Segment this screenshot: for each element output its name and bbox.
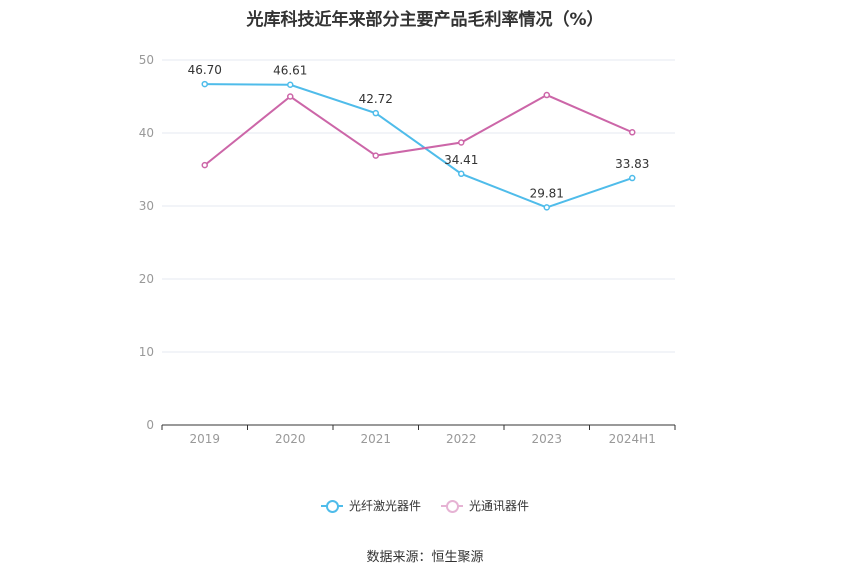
- gridlines: [162, 59, 675, 353]
- data-point: [458, 170, 465, 178]
- series-line: [204, 93, 633, 166]
- series-lines: [201, 80, 636, 211]
- x-tick-label: 2024H1: [609, 432, 656, 446]
- data-point: [201, 80, 208, 88]
- x-tick-label: 2019: [189, 432, 220, 446]
- legend-swatch-icon: [441, 499, 463, 513]
- legend: 光纤激光器件 光通讯器件: [0, 497, 850, 514]
- data-label: 46.70: [188, 63, 222, 77]
- legend-item-optical-comm[interactable]: 光通讯器件: [441, 497, 529, 514]
- y-tick-label: 20: [139, 272, 154, 286]
- legend-label: 光纤激光器件: [348, 499, 421, 513]
- data-point: [458, 139, 465, 146]
- series-line: [204, 83, 633, 209]
- data-point: [629, 174, 636, 182]
- data-point: [372, 109, 379, 117]
- data-label: 42.72: [359, 92, 393, 106]
- chart-title: 光库科技近年来部分主要产品毛利率情况（%）: [246, 10, 604, 30]
- legend-item-fiber-laser[interactable]: 光纤激光器件: [320, 497, 421, 514]
- legend-swatch-icon: [320, 499, 343, 513]
- y-tick-label: 50: [139, 53, 154, 67]
- axes: 0 10 20 30 40 50 2019 2020 2021 2022 2023 2024H1: [139, 53, 676, 446]
- data-point: [543, 204, 550, 211]
- data-point: [201, 161, 208, 169]
- x-tick-label: 2020: [275, 432, 306, 446]
- x-tick-label: 2023: [531, 432, 562, 446]
- x-tick-label: 2021: [360, 432, 391, 446]
- data-source-note: 数据来源：恒生聚源: [366, 550, 484, 565]
- x-tick-label: 2022: [446, 432, 477, 446]
- legend-label: 光通讯器件: [469, 499, 530, 513]
- data-point: [372, 152, 379, 159]
- data-label: 34.41: [444, 153, 478, 167]
- data-label: 29.81: [530, 186, 564, 200]
- data-point: [629, 129, 636, 136]
- data-label: 33.83: [615, 157, 649, 171]
- data-label: 46.61: [273, 64, 307, 78]
- y-tick-label: 30: [139, 199, 154, 213]
- y-tick-label: 0: [146, 418, 154, 432]
- y-tick-label: 40: [139, 126, 154, 140]
- data-labels: 46.70 46.61 42.72 34.41 29.81 33.83: [188, 63, 650, 200]
- y-tick-label: 10: [139, 345, 154, 359]
- data-point: [543, 91, 550, 99]
- data-point: [287, 93, 294, 100]
- data-point: [287, 81, 294, 88]
